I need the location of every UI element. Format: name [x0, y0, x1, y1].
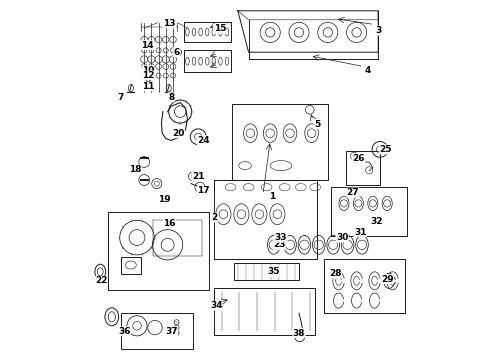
Bar: [121, 257, 141, 274]
Text: 35: 35: [268, 267, 280, 276]
Text: 33: 33: [275, 233, 287, 242]
Text: 2: 2: [211, 213, 218, 222]
Text: 29: 29: [381, 274, 393, 284]
Text: 6: 6: [173, 48, 180, 57]
Bar: [232, 104, 328, 180]
Text: 13: 13: [163, 19, 175, 28]
Text: 18: 18: [129, 165, 142, 174]
Text: 31: 31: [354, 228, 367, 237]
Bar: [215, 180, 317, 259]
Text: 34: 34: [210, 302, 222, 310]
Text: 30: 30: [336, 233, 348, 242]
Text: 24: 24: [197, 136, 210, 145]
Text: 4: 4: [364, 66, 370, 75]
Text: 16: 16: [163, 219, 175, 228]
Bar: [215, 288, 315, 335]
Text: 38: 38: [293, 328, 305, 338]
Text: 1: 1: [269, 192, 275, 201]
Text: 10: 10: [142, 66, 154, 75]
Text: 3: 3: [375, 26, 381, 35]
Bar: [121, 313, 193, 349]
Text: 12: 12: [142, 71, 154, 80]
Text: 5: 5: [314, 120, 320, 129]
Text: 20: 20: [172, 129, 185, 138]
Text: 27: 27: [347, 188, 359, 197]
Text: 25: 25: [379, 145, 392, 154]
Bar: [324, 259, 405, 313]
Text: 8: 8: [168, 93, 174, 102]
Text: 15: 15: [214, 24, 226, 33]
Text: 37: 37: [165, 327, 177, 336]
Text: 19: 19: [158, 195, 171, 204]
Bar: [234, 263, 299, 280]
Bar: [108, 212, 209, 290]
Text: 21: 21: [192, 172, 204, 181]
Bar: [331, 187, 407, 236]
Text: 7: 7: [118, 93, 124, 102]
Text: 23: 23: [273, 240, 286, 249]
Text: 14: 14: [142, 41, 154, 50]
Text: 36: 36: [118, 327, 131, 336]
Text: 26: 26: [352, 154, 365, 163]
Text: 11: 11: [142, 82, 154, 91]
Bar: [346, 151, 380, 185]
Text: 28: 28: [329, 269, 341, 278]
Text: 17: 17: [197, 186, 210, 195]
Text: 9: 9: [145, 77, 151, 86]
Text: 22: 22: [95, 276, 107, 285]
Text: 32: 32: [370, 217, 383, 226]
